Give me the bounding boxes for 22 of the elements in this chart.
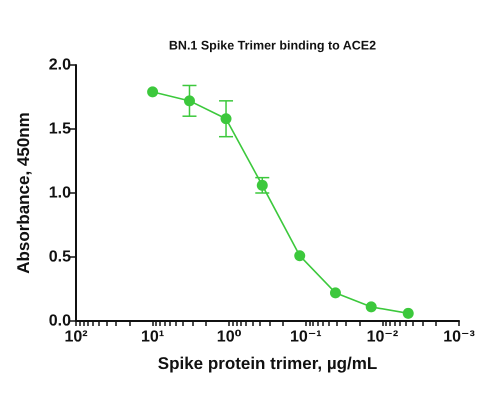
x-tick-label: 10⁻¹: [290, 328, 322, 346]
y-axis-title: Absorbance, 450nm: [14, 112, 33, 274]
x-tick-label: 10⁻³: [443, 328, 475, 346]
point: [184, 95, 195, 106]
point: [220, 113, 232, 124]
y-tick-label: 0.5: [48, 248, 72, 266]
point: [402, 308, 414, 319]
y-tick-label: 0.0: [48, 312, 72, 330]
x-tick-label: 10²: [64, 328, 88, 346]
point: [147, 86, 158, 98]
x-tick-label: 10¹: [141, 328, 164, 346]
x-axis-title: Spike protein trimer, µg/mL: [158, 354, 378, 373]
point: [294, 250, 306, 262]
point: [366, 301, 377, 312]
point: [256, 180, 268, 191]
y-tick-label: 1.0: [48, 184, 72, 202]
chart-title: BN.1 Spike Trimer binding to ACE2: [168, 38, 376, 52]
point: [330, 287, 341, 298]
x-tick-label: 10⁻²: [366, 328, 398, 346]
y-tick-label: 2.0: [48, 56, 72, 74]
x-tick-label: 10⁰: [216, 328, 242, 346]
y-tick-label: 1.5: [48, 120, 72, 138]
